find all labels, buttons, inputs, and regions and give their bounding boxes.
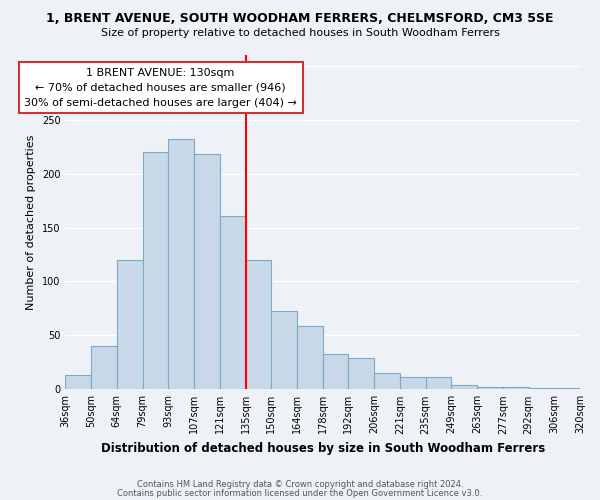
Bar	[451, 385, 477, 390]
Text: Size of property relative to detached houses in South Woodham Ferrers: Size of property relative to detached ho…	[101, 28, 499, 38]
Bar	[169, 139, 194, 390]
X-axis label: Distribution of detached houses by size in South Woodham Ferrers: Distribution of detached houses by size …	[101, 442, 545, 455]
Bar	[323, 354, 349, 390]
Bar	[245, 260, 271, 390]
Bar	[349, 358, 374, 390]
Bar	[220, 216, 245, 390]
Bar	[143, 152, 169, 390]
Bar	[117, 260, 143, 390]
Bar	[65, 376, 91, 390]
Y-axis label: Number of detached properties: Number of detached properties	[26, 134, 37, 310]
Text: Contains public sector information licensed under the Open Government Licence v3: Contains public sector information licen…	[118, 488, 482, 498]
Bar	[477, 387, 503, 390]
Text: 1 BRENT AVENUE: 130sqm
← 70% of detached houses are smaller (946)
30% of semi-de: 1 BRENT AVENUE: 130sqm ← 70% of detached…	[24, 68, 297, 108]
Bar	[271, 310, 297, 390]
Bar	[374, 373, 400, 390]
Bar	[554, 388, 580, 390]
Bar	[400, 378, 425, 390]
Bar	[297, 326, 323, 390]
Bar	[529, 388, 554, 390]
Text: 1, BRENT AVENUE, SOUTH WOODHAM FERRERS, CHELMSFORD, CM3 5SE: 1, BRENT AVENUE, SOUTH WOODHAM FERRERS, …	[46, 12, 554, 26]
Bar	[91, 346, 117, 390]
Text: Contains HM Land Registry data © Crown copyright and database right 2024.: Contains HM Land Registry data © Crown c…	[137, 480, 463, 489]
Bar	[503, 387, 529, 390]
Bar	[194, 154, 220, 390]
Bar	[425, 378, 451, 390]
